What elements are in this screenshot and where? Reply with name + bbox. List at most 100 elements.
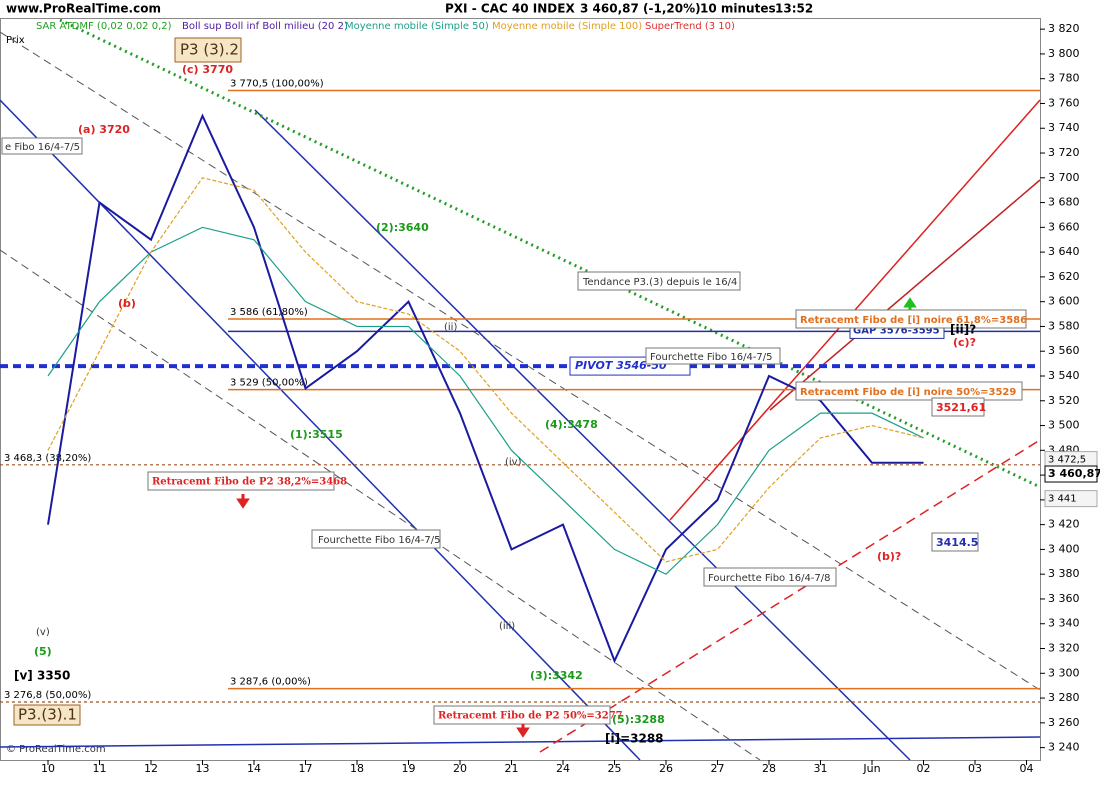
legend-entry: Moyenne mobile (Simple 50) [345,21,489,32]
x-tick-label: Jun [862,762,880,775]
pivot-label: PIVOT 3546-50 [575,359,667,372]
x-tick-label: 24 [556,762,570,775]
annotation: (b)? [877,550,901,563]
price-tag [1044,465,1098,483]
y-tick-label: 3 820 [1048,22,1080,35]
annotation: P3.(3).1 [18,706,77,724]
x-tick-label: 19 [402,762,416,775]
instrument: PXI - CAC 40 INDEX [445,2,575,16]
x-tick-label: 25 [608,762,622,775]
series-line [47,113,924,664]
annotation: (4):3478 [545,418,598,431]
fibo-line [0,249,761,761]
price-tag-label: 3 441 [1048,494,1077,505]
x-tick-label: 27 [711,762,725,775]
y-tick-label: 3 380 [1048,567,1080,580]
y-tick-label: 3 420 [1048,518,1080,531]
annotation: Retracemt Fibo de P2 50%=3277 [438,711,623,722]
annotation: [v] 3350 [14,669,70,683]
annotation: 3521,61 [936,401,986,414]
annotation: Tendance P3.(3) depuis le 16/4 [582,277,737,288]
annotation: Retracemt Fibo de [i] noire 50%=3529 [800,387,1016,398]
label-box [795,381,1023,401]
trend-lines [0,18,1041,761]
annotation: [ii]? [950,323,976,337]
legend-entry: Boll sup Boll inf Boll milieu (20 2) [182,21,348,32]
annotation: 3414.5 [936,536,978,549]
annotation: (b) [118,297,136,310]
y-tick-label: 3 260 [1048,716,1080,729]
annotation: Fourchette Fibo 16/4-7/5 [650,352,773,363]
y-tick-label: 3 560 [1048,344,1080,357]
channel-line [0,99,641,761]
gap-label: GAP 3576-3595 [853,325,940,336]
fibo-level-label: 3 770,5 (100,00%) [230,78,324,89]
y-tick-label: 3 760 [1048,96,1080,109]
y-tick-label: 3 740 [1048,121,1080,134]
y-tick-label: 3 520 [1048,394,1080,407]
y-tick-label: 3 400 [1048,542,1080,555]
y-tick-label: 3 720 [1048,146,1080,159]
annotation: (c)? [953,336,976,349]
x-tick-label: 31 [814,762,828,775]
x-tick-label: 04 [1020,762,1034,775]
x-tick-label: 03 [968,762,982,775]
annotation: (v) [36,627,50,638]
fibo-line [0,31,1041,691]
annotation: (a) 3720 [78,123,130,136]
arrow-down [516,724,530,738]
y-tick-label: 3 600 [1048,295,1080,308]
price-tag-label: 3 460,87 [1048,467,1100,480]
annotation: (1):3515 [290,428,343,441]
label-box [311,529,441,549]
y-tick-label: 3 540 [1048,369,1080,382]
y-tick-label: 3 640 [1048,245,1080,258]
annotation: (iv) [505,457,522,468]
series-line [47,177,924,563]
x-tick-label: 21 [505,762,519,775]
x-tick-label: 14 [247,762,261,775]
x-tick-label: 11 [93,762,107,775]
time: 13:52 [775,2,813,16]
fibo-level-label: 3 287,6 (0,00%) [230,677,311,688]
x-tick-label: 12 [144,762,158,775]
label-box [1,137,83,155]
label-box [645,347,781,365]
channel-line [539,439,1041,753]
y-tick-label: 3 500 [1048,419,1080,432]
label-box [13,704,81,726]
levels: 3 770,5 (100,00%) 3 586 (61,80%) 3 529 (50… [0,78,1040,703]
y-tick-label: 3 580 [1048,319,1080,332]
x-tick-label: 18 [350,762,364,775]
y-tick-label: 3 360 [1048,592,1080,605]
interval: 10 minutes [700,2,776,16]
trend-line [59,18,1041,489]
annotation: (ii) [444,322,457,333]
annotation: (5):3288 [612,713,665,726]
arrow-down [236,494,250,509]
series-line [47,226,924,575]
copyright: © ProRealTime.com [6,744,106,755]
x-tick-label: 13 [196,762,210,775]
annotation: (iii) [499,621,515,632]
y-tick-label: 3 280 [1048,691,1080,704]
annotation: (5) [34,645,52,658]
label-box [931,532,979,552]
arrow-up [903,297,917,310]
x-tick-label: 10 [41,762,55,775]
y-tick-label: 3 240 [1048,741,1080,754]
fibo-level-label: 3 529 (50,00%) [230,378,308,389]
annotation: [i]=3288 [605,732,664,746]
y-tick-label: 3 620 [1048,270,1080,283]
y-tick-label: 3 300 [1048,666,1080,679]
legend-entry: SuperTrend (3 10) [645,21,735,32]
annotation: Retracemt Fibo de P2 38,2%=3468 [152,477,347,488]
y-tick-label: 3 700 [1048,171,1080,184]
fibo-level-label: 3 276,8 (50,00%) [4,690,91,701]
label-box [931,397,985,417]
annotation: Fourchette Fibo 16/4-7/5 [318,535,441,546]
x-tick-label: 28 [762,762,776,775]
y-tick-label: 3 340 [1048,617,1080,630]
y-tick-label: 3 800 [1048,47,1080,60]
